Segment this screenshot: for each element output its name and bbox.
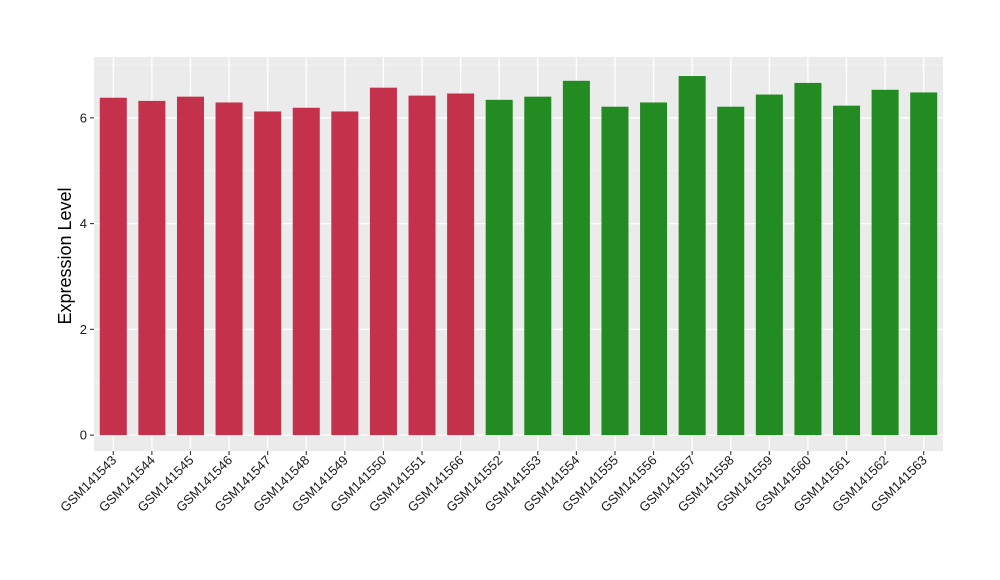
bar-GSM141556 <box>640 102 668 436</box>
bar-GSM141562 <box>871 89 899 436</box>
bars <box>99 76 938 436</box>
bar-GSM141549 <box>331 111 359 436</box>
bar-GSM141560 <box>794 82 822 436</box>
bar-GSM141547 <box>254 111 282 436</box>
bar-GSM141548 <box>292 107 320 436</box>
y-tick-label: 0 <box>80 428 87 443</box>
bar-GSM141546 <box>215 102 243 436</box>
bar-GSM141553 <box>524 96 552 436</box>
y-axis: 0 2 4 6 <box>80 110 94 443</box>
bar-GSM141544 <box>138 100 166 436</box>
y-tick-label: 2 <box>80 322 87 337</box>
y-tick-label: 6 <box>80 110 87 125</box>
y-tick-label: 4 <box>80 216 87 231</box>
bar-GSM141558 <box>717 106 745 436</box>
x-axis: GSM141543GSM141544GSM141545GSM141546GSM1… <box>57 451 930 515</box>
bar-GSM141545 <box>176 96 204 436</box>
bar-GSM141543 <box>99 97 127 436</box>
bar-GSM141559 <box>755 94 783 436</box>
bar-GSM141566 <box>447 93 475 436</box>
bar-GSM141551 <box>408 95 436 436</box>
bar-GSM141555 <box>601 106 629 436</box>
bar-GSM141557 <box>678 76 706 436</box>
bar-GSM141550 <box>369 87 397 436</box>
y-axis-title: Expression Level <box>55 187 75 324</box>
bar-GSM141554 <box>562 80 590 436</box>
bar-GSM141552 <box>485 99 513 436</box>
bar-GSM141561 <box>833 105 861 436</box>
bar-GSM141563 <box>910 92 938 436</box>
